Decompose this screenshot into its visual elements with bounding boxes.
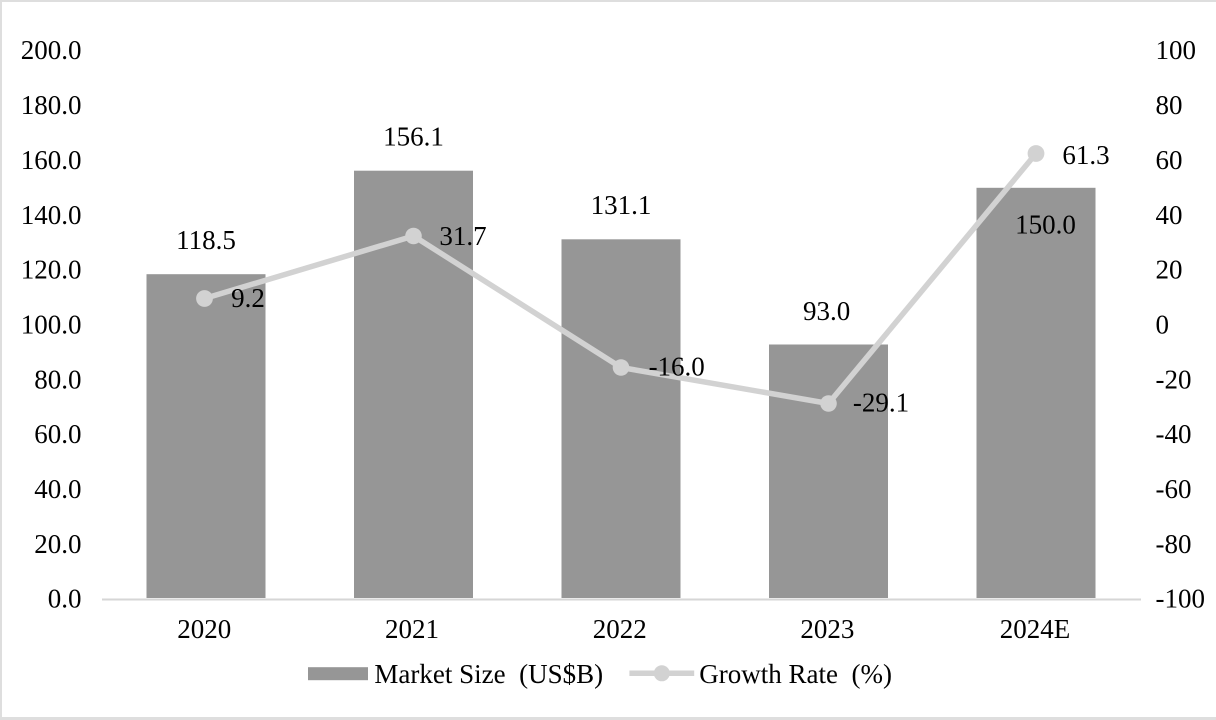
svg-text:200.0: 200.0 xyxy=(21,35,82,65)
svg-text:100.0: 100.0 xyxy=(21,310,82,340)
svg-text:93.0: 93.0 xyxy=(803,296,850,326)
svg-text:-60: -60 xyxy=(1156,474,1192,504)
svg-text:2022: 2022 xyxy=(593,614,647,644)
svg-text:40.0: 40.0 xyxy=(34,474,81,504)
svg-text:60: 60 xyxy=(1156,145,1183,175)
svg-text:140.0: 140.0 xyxy=(21,200,82,230)
svg-text:0: 0 xyxy=(1156,310,1170,340)
svg-text:131.1: 131.1 xyxy=(591,190,652,220)
svg-text:61.3: 61.3 xyxy=(1062,140,1109,170)
svg-text:-40: -40 xyxy=(1156,419,1192,449)
svg-text:Market Size (US$B): Market Size (US$B) xyxy=(374,659,603,689)
svg-text:2021: 2021 xyxy=(385,614,439,644)
svg-text:118.5: 118.5 xyxy=(176,225,236,255)
svg-text:160.0: 160.0 xyxy=(21,145,82,175)
svg-text:80.0: 80.0 xyxy=(34,364,81,394)
svg-text:180.0: 180.0 xyxy=(21,90,82,120)
svg-text:120.0: 120.0 xyxy=(21,255,82,285)
svg-text:Growth Rate (%): Growth Rate (%) xyxy=(699,659,892,689)
svg-text:-20: -20 xyxy=(1156,364,1192,394)
svg-text:150.0: 150.0 xyxy=(1015,210,1076,240)
svg-text:100: 100 xyxy=(1156,35,1197,65)
svg-text:-100: -100 xyxy=(1156,584,1206,614)
svg-text:40: 40 xyxy=(1156,200,1183,230)
svg-text:2020: 2020 xyxy=(177,614,231,644)
svg-text:9.2: 9.2 xyxy=(231,283,265,313)
svg-text:2023: 2023 xyxy=(800,614,854,644)
svg-text:-29.1: -29.1 xyxy=(853,388,909,418)
svg-text:60.0: 60.0 xyxy=(34,419,81,449)
svg-text:20: 20 xyxy=(1156,255,1183,285)
svg-text:0.0: 0.0 xyxy=(48,584,82,614)
svg-text:20.0: 20.0 xyxy=(34,529,81,559)
svg-text:2024E: 2024E xyxy=(1000,614,1071,644)
svg-text:80: 80 xyxy=(1156,90,1183,120)
svg-text:31.7: 31.7 xyxy=(439,221,486,251)
svg-text:-80: -80 xyxy=(1156,529,1192,559)
svg-text:-16.0: -16.0 xyxy=(649,352,705,382)
svg-text:156.1: 156.1 xyxy=(383,122,444,152)
